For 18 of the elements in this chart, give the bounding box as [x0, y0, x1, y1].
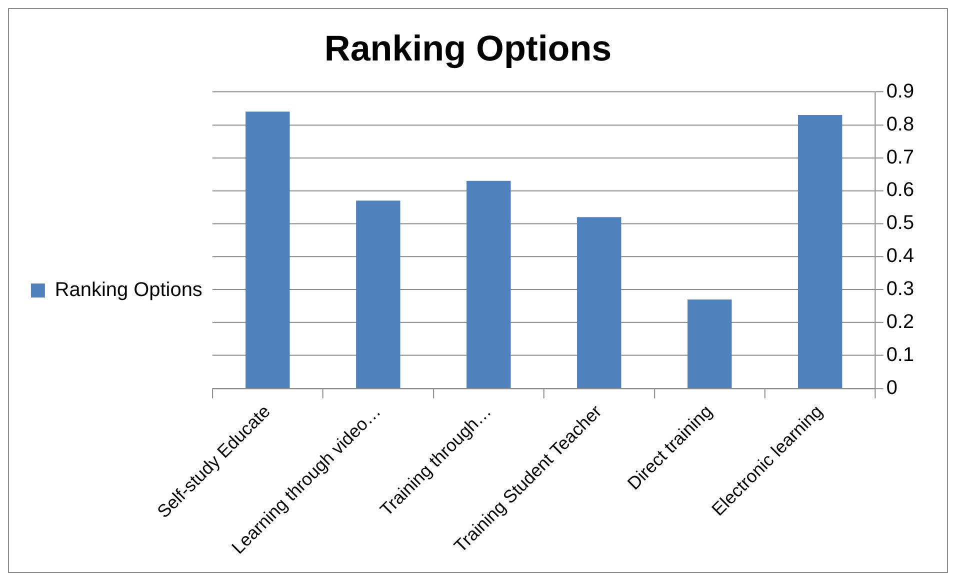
y-tick-label: 0.6 — [886, 179, 914, 202]
bar — [356, 200, 400, 388]
bar — [577, 217, 622, 388]
y-tick-label: 0.2 — [886, 311, 914, 334]
y-tick-label: 0 — [886, 376, 898, 399]
bar — [246, 112, 290, 388]
y-tick-label: 0.3 — [886, 278, 914, 300]
y-tick-label: 0.8 — [886, 113, 914, 136]
y-tick-label: 0.9 — [886, 80, 914, 102]
legend-label: Ranking Options — [54, 279, 202, 301]
bar — [798, 114, 842, 388]
bar — [688, 299, 732, 388]
bar — [466, 180, 511, 388]
y-tick-label: 0.1 — [886, 344, 914, 366]
y-tick-label: 0.7 — [886, 146, 914, 168]
chart-title: Ranking Options — [324, 28, 612, 68]
y-tick-label: 0.4 — [886, 245, 914, 268]
y-tick-label: 0.5 — [886, 212, 914, 234]
